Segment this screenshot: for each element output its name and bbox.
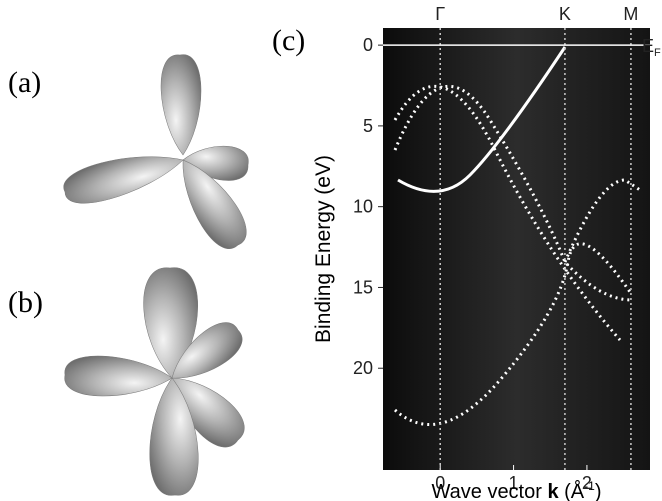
orbitals — [63, 54, 249, 496]
x-tick-label: 1 — [509, 473, 519, 493]
lobe — [63, 156, 184, 204]
symmetry-label: M — [623, 4, 638, 24]
symmetry-label: K — [559, 4, 571, 24]
band — [563, 178, 641, 263]
x-axis-title: Wave vector k (Å-1) — [432, 479, 602, 501]
y-axis-title: Binding Energy (eV) — [312, 155, 335, 343]
band — [397, 46, 567, 193]
x-tick-label: 0 — [435, 473, 445, 493]
panel-label: (a) — [8, 66, 41, 99]
x-title-part: ) — [595, 481, 602, 501]
fermi-sub: F — [654, 47, 661, 59]
x-title-bold: k — [547, 481, 559, 501]
lobe — [149, 377, 199, 496]
x-title-part: (Å — [559, 480, 585, 501]
fermi-label: EF — [642, 36, 661, 59]
panel-label: (c) — [272, 24, 305, 57]
lobe — [182, 159, 247, 249]
symmetry-label: Γ — [435, 4, 445, 24]
y-tick-label: 0 — [363, 35, 373, 55]
x-tick-label: 2 — [582, 473, 592, 493]
y-tick-label: 10 — [353, 197, 373, 217]
y-tick-label: 5 — [363, 116, 373, 136]
band — [393, 84, 633, 302]
y-tick-label: 20 — [353, 358, 373, 378]
fermi-e: E — [642, 36, 654, 56]
x-title-part: Wave vector — [432, 481, 548, 501]
bands — [393, 46, 641, 426]
panel-label: (b) — [8, 286, 43, 319]
x-title-sup: -1 — [584, 479, 595, 493]
lobe — [143, 267, 198, 379]
y-tick-label: 15 — [353, 277, 373, 297]
lobe — [171, 322, 243, 379]
arpes-image — [383, 28, 650, 470]
lobe — [160, 54, 202, 156]
lobe — [64, 355, 173, 397]
